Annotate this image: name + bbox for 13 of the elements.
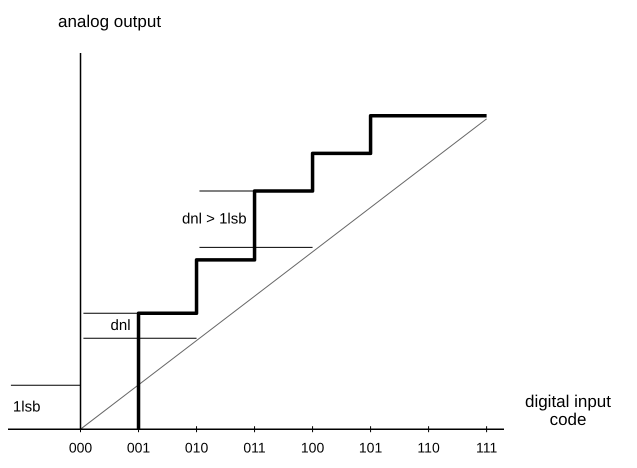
x-tick-label: 011	[243, 439, 266, 456]
x-tick-label: 001	[126, 439, 150, 456]
x-axis-title: digital input code	[524, 392, 612, 429]
y-axis-title: analog output	[58, 12, 162, 32]
ref-line-label: 1lsb	[12, 398, 40, 416]
x-tick-label: 111	[476, 439, 498, 456]
ref-line-label: dnl > 1lsb	[182, 210, 247, 228]
x-tick-label: 110	[417, 439, 440, 456]
x-tick-label: 010	[184, 439, 208, 456]
x-tick-label: 000	[68, 439, 92, 456]
x-tick-label: 101	[358, 439, 382, 456]
ref-line-label: dnl	[110, 316, 131, 334]
x-tick-label: 100	[300, 439, 324, 456]
